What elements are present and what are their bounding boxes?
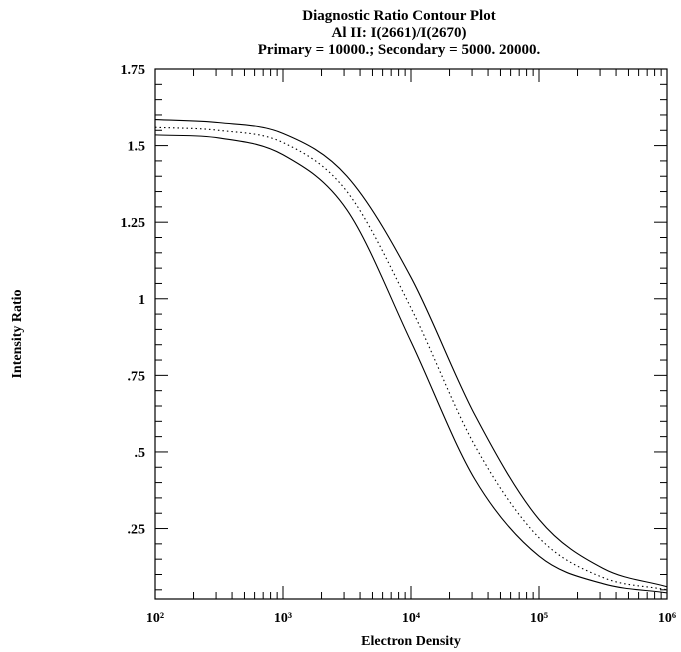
x-tick-label: 10⁴ [402, 611, 421, 626]
y-tick-label: .5 [135, 446, 146, 461]
plot-frame [154, 68, 668, 600]
series-line-1 [154, 119, 668, 588]
y-tick-label: .75 [128, 369, 146, 384]
x-tick-label: 10² [146, 611, 164, 626]
y-tick-label: 1.25 [121, 216, 146, 231]
y-tick-label: 1.5 [128, 140, 146, 155]
chart-subtitle-2: Primary = 10000.; Secondary = 5000. 2000… [258, 42, 541, 58]
chart-title: Diagnostic Ratio Contour Plot [302, 8, 495, 24]
x-tick-label: 10³ [274, 611, 292, 626]
y-tick-label: 1 [138, 293, 145, 308]
y-tick-label: .25 [128, 523, 146, 538]
axis-ticks [154, 68, 668, 599]
x-tick-label: 10⁶ [658, 611, 676, 626]
y-axis-title: Intensity Ratio [10, 289, 25, 378]
series-line-3 [154, 134, 668, 594]
x-axis-title: Electron Density [361, 634, 461, 649]
series-line-2 [154, 126, 668, 591]
tick-labels: 10² 10³ 10⁴ 10⁵ 10⁶ .25 .5 .75 1 1.25 1.5 1.75 [121, 63, 677, 626]
y-tick-label: 1.75 [121, 63, 146, 78]
data-lines [154, 119, 668, 594]
x-tick-label: 10⁵ [530, 611, 548, 626]
chart-subtitle: Al II: I(2661)/I(2670) [332, 25, 467, 41]
